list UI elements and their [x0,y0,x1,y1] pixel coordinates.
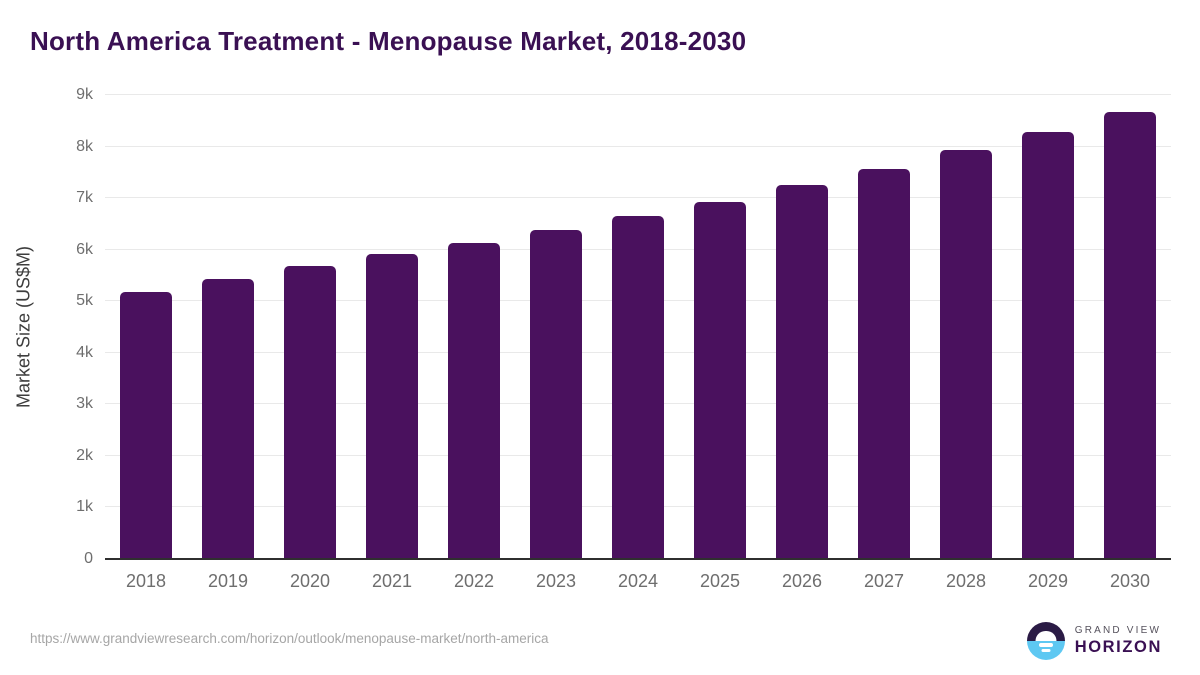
y-tick-label: 5k [76,292,93,310]
y-tick-label: 3k [76,395,93,413]
x-tick-label-2018: 2018 [125,571,167,591]
bar-2022 [448,242,500,559]
brand-logo: GRAND VIEW HORIZON [1026,622,1162,660]
bar-2030 [1104,111,1156,559]
source-url: https://www.grandviewresearch.com/horizo… [30,631,549,646]
y-tick-label: 8k [76,137,93,155]
y-tick-label: 4k [76,343,93,361]
y-axis-tick-labels: 0 1k 2k 3k 4k 5k 6k 7k 8k 9k [0,86,93,567]
bar-2019 [202,278,254,559]
x-tick-label-2019: 2019 [207,571,249,591]
x-tick-label-2025: 2025 [699,571,741,591]
bar-slot-2027 [843,95,925,559]
gridline [105,94,1171,95]
x-tick-label-2022: 2022 [453,571,495,591]
y-tick-label: 1k [76,498,93,516]
x-tick-label-2028: 2028 [945,571,987,591]
brand-name-bottom: HORIZON [1074,638,1162,657]
chart-title: North America Treatment - Menopause Mark… [30,26,747,56]
bar-slot-2018 [105,95,187,559]
x-tick-label-2026: 2026 [781,571,823,591]
x-tick-label-2024: 2024 [617,571,659,591]
x-tick-label-2030: 2030 [1109,571,1151,591]
bar-slot-2026 [761,95,843,559]
x-tick-label-2020: 2020 [289,571,331,591]
bar-slot-2021 [351,95,433,559]
bar-2027 [858,169,910,559]
bar-slot-2022 [433,95,515,559]
gridline [105,145,1171,147]
bar-slot-2023 [515,95,597,559]
logo-sun-shape [1035,630,1057,641]
bar-slot-2025 [679,95,761,559]
bar-series [105,95,1171,559]
sun-over-horizon-icon [1026,622,1065,660]
bar-2021 [366,254,418,559]
logo-reflection-dash [1038,643,1053,647]
bar-slot-2030 [1089,95,1171,559]
plot-area [105,94,1171,560]
y-tick-label: 0 [84,550,93,567]
x-axis-tick-labels: 2018 2019 2020 2021 2022 2023 2024 2025 2026 2027… [105,571,1171,592]
bar-2025 [694,201,746,559]
brand-logo-text: GRAND VIEW HORIZON [1075,626,1162,656]
x-tick-label-2023: 2023 [535,571,577,591]
bar-2018 [120,292,172,559]
y-tick-label: 6k [76,240,93,258]
bar-2024 [612,215,664,559]
bar-slot-2019 [187,95,269,559]
x-tick-label-2029: 2029 [1027,571,1069,591]
x-tick-label-2021: 2021 [371,571,413,591]
y-tick-label: 9k [76,86,93,103]
x-tick-label-2027: 2027 [863,571,905,591]
bar-slot-2028 [925,95,1007,559]
bar-2023 [530,229,582,559]
bar-2020 [284,266,336,559]
bar-slot-2020 [269,95,351,559]
y-tick-label: 2k [76,446,93,464]
bar-slot-2029 [1007,95,1089,559]
gridline [105,197,1171,199]
y-tick-label: 7k [76,189,93,207]
brand-name-top: GRAND VIEW [1074,625,1162,637]
bar-2028 [940,150,992,559]
x-axis-line [105,558,1171,560]
bar-2026 [776,185,828,559]
bar-2029 [1022,131,1074,559]
logo-reflection-dash [1041,649,1051,652]
bar-slot-2024 [597,95,679,559]
